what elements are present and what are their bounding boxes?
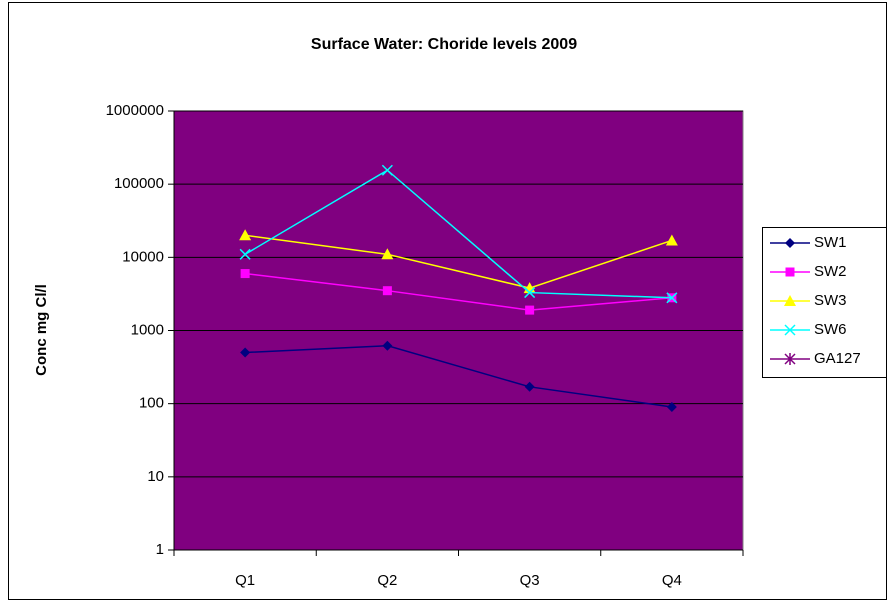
series-line: [245, 272, 672, 311]
y-tick-label: 100000: [114, 175, 164, 192]
marker: [240, 347, 251, 358]
y-tick-label: 10000: [122, 248, 164, 265]
x-tick-label: Q3: [520, 572, 540, 589]
legend-label: GA127: [814, 350, 861, 367]
marker: [784, 295, 796, 306]
marker: [239, 248, 251, 260]
marker: [382, 286, 392, 296]
legend-label: SW1: [814, 234, 847, 251]
marker: [382, 340, 393, 351]
marker: [666, 292, 678, 304]
legend-label: SW2: [814, 263, 847, 280]
legend-label: SW6: [814, 321, 847, 338]
chart-title: Surface Water: Choride levels 2009: [311, 36, 577, 53]
series-line: [245, 344, 672, 408]
marker: [785, 238, 795, 248]
marker: [784, 324, 796, 336]
marker: [381, 248, 394, 260]
marker: [665, 234, 678, 246]
x-tick-label: Q4: [662, 572, 682, 589]
y-axis-label: Conc mg Cl/l: [33, 284, 50, 376]
marker: [784, 353, 796, 365]
series-line: [244, 169, 672, 299]
series-line: [245, 234, 673, 289]
marker: [381, 164, 393, 176]
marker: [524, 381, 535, 392]
y-tick-label: 1000: [131, 321, 164, 338]
marker: [525, 305, 535, 315]
y-tick-label: 1000000: [106, 102, 164, 119]
marker: [785, 267, 795, 277]
marker: [240, 269, 250, 279]
y-tick-label: 10: [147, 468, 164, 485]
marker: [524, 287, 536, 299]
marker: [666, 402, 677, 413]
y-tick-label: 100: [139, 395, 164, 412]
y-tick-label: 1: [156, 541, 164, 558]
x-tick-label: Q1: [235, 572, 255, 589]
legend-label: SW3: [814, 292, 847, 309]
marker: [239, 229, 252, 241]
legend-box: [762, 227, 887, 378]
x-tick-label: Q2: [377, 572, 397, 589]
